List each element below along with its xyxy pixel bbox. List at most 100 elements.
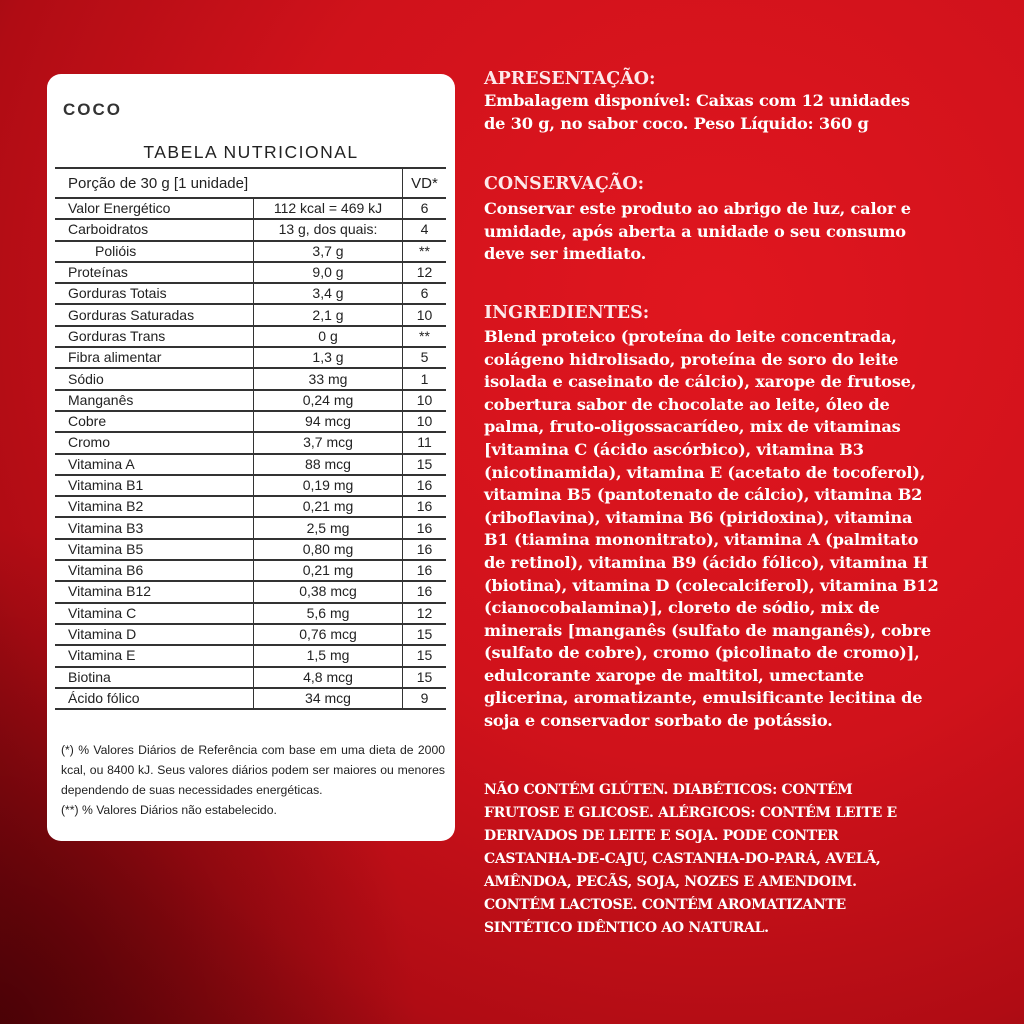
nutrient-name: Gorduras Saturadas xyxy=(55,304,254,327)
nutrient-amount: 4,8 mcg xyxy=(253,666,403,689)
nutrient-amount: 33 mg xyxy=(253,368,403,391)
nutrient-name: Carboidratos xyxy=(55,219,254,242)
nutrient-vd: 15 xyxy=(402,666,446,689)
section-apresentacao: APRESENTAÇÃO: Embalagem disponível: Caix… xyxy=(484,68,1004,135)
section-ingredientes: INGREDIENTES: Blend proteico (proteína d… xyxy=(484,302,1004,733)
nutrient-name: Polióis xyxy=(55,240,254,263)
nutrient-name: Vitamina B6 xyxy=(55,560,254,583)
nutrient-name: Ácido fólico xyxy=(55,687,254,711)
text-line: glicerina, aromatizante, emulsificante l… xyxy=(484,688,923,708)
nutrient-name: Gorduras Totais xyxy=(55,283,254,306)
nutrient-row: Vitamina D 0,76 mcg 15 xyxy=(55,623,446,647)
allergen-warnings: NÃO CONTÉM GLÚTEN. DIABÉTICOS: CONTÉM FRU… xyxy=(484,779,897,940)
nutrient-vd: 1 xyxy=(402,368,446,391)
nutrient-row: Valor Energético 112 kcal = 469 kJ 6 xyxy=(55,198,446,221)
nutrient-amount: 0,24 mg xyxy=(253,389,403,412)
text-line: edulcorante xarope de maltitol, umectant… xyxy=(484,665,864,685)
warning-line: SINTÉTICO IDÊNTICO AO NATURAL. xyxy=(484,920,769,936)
text-line: Conservar este produto ao abrigo de luz,… xyxy=(484,199,911,219)
portion-header: Porção de 30 g [1 unidade] xyxy=(55,167,403,199)
warning-line: DERIVADOS DE LEITE E SOJA. PODE CONTER xyxy=(484,828,839,844)
warning-line: CONTÉM LACTOSE. CONTÉM AROMATIZANTE xyxy=(484,897,846,913)
nutrient-vd: 16 xyxy=(402,496,446,519)
nutrient-amount: 0 g xyxy=(253,325,403,349)
nutrient-name: Vitamina B5 xyxy=(55,538,254,562)
text-line: colágeno hidrolisado, proteína de soro d… xyxy=(484,349,899,369)
nutrient-vd: 10 xyxy=(402,304,446,327)
nutrient-amount: 5,6 mg xyxy=(253,602,403,625)
text-line: Embalagem disponível: Caixas com 12 unid… xyxy=(484,91,910,110)
nutrient-vd: 15 xyxy=(402,623,446,647)
nutrient-amount: 2,1 g xyxy=(253,304,403,327)
text-line: (riboflavina), vitamina B6 (piridoxina),… xyxy=(484,507,913,527)
nutrient-amount: 34 mcg xyxy=(253,687,403,711)
nutrient-amount: 3,7 g xyxy=(253,240,403,263)
nutrient-vd: 12 xyxy=(402,602,446,625)
text-line: [vitamina C (ácido ascórbico), vitamina … xyxy=(484,439,864,459)
footnote-not-established: (**) % Valores Diários não estabelecido. xyxy=(61,803,277,817)
nutrient-row: Polióis 3,7 g ** xyxy=(55,240,446,263)
text-line: (sulfato de cobre), cromo (picolinato de… xyxy=(484,643,920,663)
nutrient-row: Vitamina A 88 mcg 15 xyxy=(55,453,446,476)
nutrient-vd: 4 xyxy=(402,219,446,242)
nutrient-name: Vitamina B12 xyxy=(55,581,254,604)
nutrient-vd: ** xyxy=(402,325,446,349)
nutrient-row: Gorduras Saturadas 2,1 g 10 xyxy=(55,304,446,327)
nutrient-vd: 15 xyxy=(402,453,446,476)
text-line: isolada e caseinato de cálcio), xarope d… xyxy=(484,372,917,392)
nutrient-vd: 10 xyxy=(402,410,446,434)
text-line: (biotina), vitamina D (colecalciferol), … xyxy=(484,575,939,595)
nutrient-vd: 11 xyxy=(402,432,446,455)
nutrient-amount: 9,0 g xyxy=(253,261,403,285)
section-title: INGREDIENTES: xyxy=(484,302,650,323)
footnote-vd: (*) % Valores Diários de Referência com … xyxy=(61,743,445,797)
nutrient-row: Manganês 0,24 mg 10 xyxy=(55,389,446,412)
text-line: cobertura sabor de chocolate ao leite, ó… xyxy=(484,394,890,414)
nutrient-name: Vitamina A xyxy=(55,453,254,476)
nutrient-vd: 16 xyxy=(402,517,446,540)
nutrient-amount: 0,21 mg xyxy=(253,496,403,519)
warning-line: CASTANHA-DE-CAJU, CASTANHA-DO-PARÁ, AVEL… xyxy=(484,851,881,867)
nutrient-row: Vitamina B2 0,21 mg 16 xyxy=(55,496,446,519)
nutrient-amount: 1,3 g xyxy=(253,347,403,370)
nutrient-vd: 12 xyxy=(402,261,446,285)
text-line: deve ser imediato. xyxy=(484,244,647,264)
nutrient-name: Fibra alimentar xyxy=(55,347,254,370)
nutrient-row: Vitamina B1 0,19 mg 16 xyxy=(55,474,446,498)
nutrient-row: Sódio 33 mg 1 xyxy=(55,368,446,391)
nutrient-vd: 5 xyxy=(402,347,446,370)
nutrient-row: Vitamina C 5,6 mg 12 xyxy=(55,602,446,625)
nutrient-amount: 0,80 mg xyxy=(253,538,403,562)
table-title: TABELA NUTRICIONAL xyxy=(143,142,359,162)
nutrient-name: Manganês xyxy=(55,389,254,412)
warning-line: AMÊNDOA, PECÃS, SOJA, NOZES E AMENDOIM. xyxy=(484,874,857,890)
nutrient-vd: 6 xyxy=(402,198,446,221)
nutrient-vd: 16 xyxy=(402,560,446,583)
flavor-label: COCO xyxy=(63,100,122,119)
text-line: Blend proteico (proteína do leite concen… xyxy=(484,326,897,346)
text-line: de 30 g, no sabor coco. Peso Líquido: 36… xyxy=(484,113,869,133)
nutrient-name: Vitamina E xyxy=(55,645,254,668)
nutrient-name: Vitamina B3 xyxy=(55,517,254,540)
nutrient-row: Cromo 3,7 mcg 11 xyxy=(55,432,446,455)
text-line: soja e conservador sorbato de potássio. xyxy=(484,711,833,731)
section-title: APRESENTAÇÃO: xyxy=(484,69,656,89)
nutrient-vd: 10 xyxy=(402,389,446,412)
nutrient-row: Carboidratos 13 g, dos quais: 4 xyxy=(55,219,446,242)
nutrition-card: COCO TABELA NUTRICIONAL Porção de 30 g [… xyxy=(47,74,455,841)
nutrient-vd: ** xyxy=(402,240,446,263)
nutrient-amount: 94 mcg xyxy=(253,410,403,434)
nutrient-name: Vitamina B2 xyxy=(55,496,254,519)
nutrient-row: Gorduras Trans 0 g ** xyxy=(55,325,446,349)
nutrient-name: Sódio xyxy=(55,368,254,391)
nutrient-vd: 15 xyxy=(402,645,446,668)
nutrient-vd: 16 xyxy=(402,474,446,498)
nutrient-name: Vitamina D xyxy=(55,623,254,647)
nutrient-vd: 6 xyxy=(402,283,446,306)
text-line: vitamina B5 (pantotenato de cálcio), vit… xyxy=(484,485,923,505)
nutrient-row: Vitamina E 1,5 mg 15 xyxy=(55,645,446,668)
text-line: umidade, após aberta a unidade o seu con… xyxy=(484,221,906,241)
nutrient-row: Vitamina B12 0,38 mcg 16 xyxy=(55,581,446,604)
